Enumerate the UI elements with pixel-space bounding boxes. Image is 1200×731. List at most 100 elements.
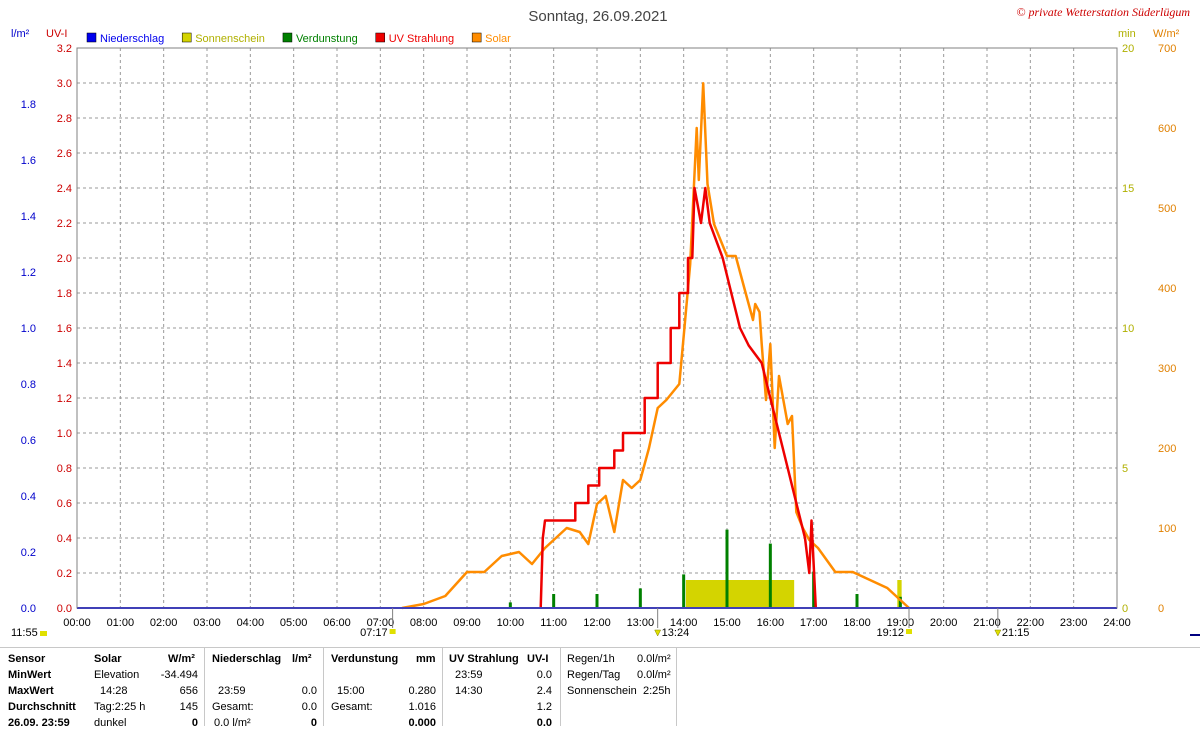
x-tick-label: 09:00: [453, 617, 481, 629]
x-tick-label: 24:00: [1103, 617, 1131, 629]
rain-tick-label: 0.0: [21, 603, 36, 615]
uv-tick-label: 2.2: [57, 218, 72, 230]
uv-max-time: 14:30: [455, 685, 483, 697]
uv-unit: UV-I: [527, 653, 549, 665]
noon-marker: [654, 629, 662, 637]
x-tick-label: 14:00: [670, 617, 698, 629]
evaporation-bar: [768, 543, 772, 608]
legend: Niederschlag Sonnenschein Verdunstung UV St…: [86, 32, 511, 45]
sun-moon-markers: 11:55 07:17 13:24 19:12 21:15: [11, 608, 1200, 639]
x-tick-label: 23:00: [1060, 617, 1088, 629]
evap-current-value: 0.000: [408, 717, 436, 729]
sunshine-tick-label: 15: [1122, 183, 1134, 195]
solar-max-value: 656: [179, 685, 198, 697]
legend-swatch: [375, 32, 385, 43]
solar-day-label: Tag:2:25 h: [94, 701, 146, 713]
uv-tick-label: 0.4: [57, 533, 72, 545]
weather-chart: Sonntag, 26.09.2021 © private Wetterstat…: [11, 5, 1200, 639]
summary-table: Sensor MinWert MaxWert Durchschnitt 26.0…: [0, 647, 1200, 729]
solar-tick-label: 0: [1158, 603, 1164, 615]
legend-label: UV Strahlung: [389, 33, 454, 45]
x-tick-label: 03:00: [193, 617, 221, 629]
legend-swatch: [86, 32, 97, 43]
sunset-time: 19:12: [876, 627, 904, 639]
uv-tick-label: 1.0: [57, 428, 72, 440]
x-tick-label: 07:00: [367, 617, 395, 629]
x-tick-label: 02:00: [150, 617, 178, 629]
solar-unit: W/m²: [168, 653, 195, 665]
x-tick-label: 01:00: [107, 617, 135, 629]
solar-current-value: 0: [191, 717, 198, 729]
uv-tick-label: 0.2: [57, 568, 72, 580]
rain-tick-label: 0.8: [21, 379, 36, 391]
plot-frame: [76, 47, 1118, 609]
sunshine-tick-label: 0: [1122, 603, 1128, 615]
uv-max-value: 2.4: [536, 685, 552, 697]
tick-labels: 00:00 01:00 02:00 03:00 04:00 05:00 06:00 07:00…: [21, 43, 1177, 629]
rain-unit: l/m²: [292, 653, 312, 665]
evap-unit: mm: [416, 653, 436, 665]
x-tick-label: 18:00: [843, 617, 871, 629]
legend-label: Solar: [485, 33, 511, 45]
sunrise-time: 07:17: [360, 627, 388, 639]
evaporation-bar: [855, 594, 859, 608]
rain-tick-label: 1.0: [21, 323, 36, 335]
rain-tick-label: 1.8: [21, 99, 36, 111]
evaporation-bar: [595, 594, 599, 608]
legend-label: Niederschlag: [100, 33, 164, 45]
uv-tick-label: 2.8: [57, 113, 72, 125]
rain-tick-label: 1.6: [21, 155, 36, 167]
rain-total-value: 0.0: [301, 701, 317, 713]
evaporation-bar: [725, 529, 729, 608]
rain-tick-label: 1.2: [21, 267, 36, 279]
rain-tick-label: 0.6: [21, 435, 36, 447]
x-tick-label: 05:00: [280, 617, 308, 629]
left-inner-axis-label: UV-I: [46, 28, 67, 40]
evap-total-value: 1.016: [408, 701, 436, 713]
rain-day-label: Regen/Tag: [567, 669, 621, 681]
rain-tick-label: 0.4: [21, 491, 36, 503]
uv-tick-label: 3.0: [57, 78, 72, 90]
solar-max-time: 14:28: [100, 685, 128, 697]
uv-tick-label: 1.8: [57, 288, 72, 300]
x-tick-label: 00:00: [63, 617, 91, 629]
legend-label: Verdunstung: [296, 33, 358, 45]
x-tick-label: 06:00: [323, 617, 351, 629]
uv-line: [539, 186, 818, 609]
right-inner-axis-label: min: [1118, 28, 1136, 40]
solar-tick-label: 400: [1158, 283, 1176, 295]
x-tick-label: 19:00: [887, 617, 915, 629]
row-label-date: 26.09. 23:59: [8, 717, 70, 729]
x-tick-label: 12:00: [583, 617, 611, 629]
sunshine-label: Sonnenschein: [567, 685, 637, 697]
evaporation-bar: [508, 602, 512, 608]
evap-header: Verdunstung: [331, 653, 399, 665]
table-divider: [323, 647, 324, 726]
x-tick-label: 22:00: [1017, 617, 1045, 629]
left-outer-axis-label: l/m²: [11, 28, 30, 40]
rain-hour-label: Regen/1h: [567, 653, 615, 665]
uv-tick-label: 1.2: [57, 393, 72, 405]
evaporation-bar: [682, 574, 686, 608]
uv-tick-label: 0.0: [57, 603, 72, 615]
solar-tick-label: 700: [1158, 43, 1176, 55]
x-tick-label: 08:00: [410, 617, 438, 629]
moonset-time: 21:15: [1002, 627, 1030, 639]
uv-min-time: 23:59: [455, 669, 483, 681]
copyright-text: © private Wetterstation Süderlügum: [1016, 5, 1190, 19]
sunshine-tick-label: 10: [1122, 323, 1134, 335]
solar-elevation-value: -34.494: [160, 669, 198, 681]
row-label-min: MinWert: [8, 669, 52, 681]
x-tick-label: 21:00: [973, 617, 1001, 629]
rain-hour-value: 0.0l/m²: [637, 653, 671, 665]
moonrise-marker: [40, 631, 47, 636]
legend-swatch: [471, 32, 482, 43]
uv-tick-label: 2.0: [57, 253, 72, 265]
right-outer-axis-label: W/m²: [1153, 28, 1180, 40]
x-tick-label: 15:00: [713, 617, 741, 629]
x-tick-label: 13:00: [627, 617, 655, 629]
evap-max-time: 15:00: [337, 685, 365, 697]
solar-tick-label: 100: [1158, 523, 1176, 535]
row-label-max: MaxWert: [8, 685, 54, 697]
solar-elevation-label: Elevation: [94, 669, 140, 681]
